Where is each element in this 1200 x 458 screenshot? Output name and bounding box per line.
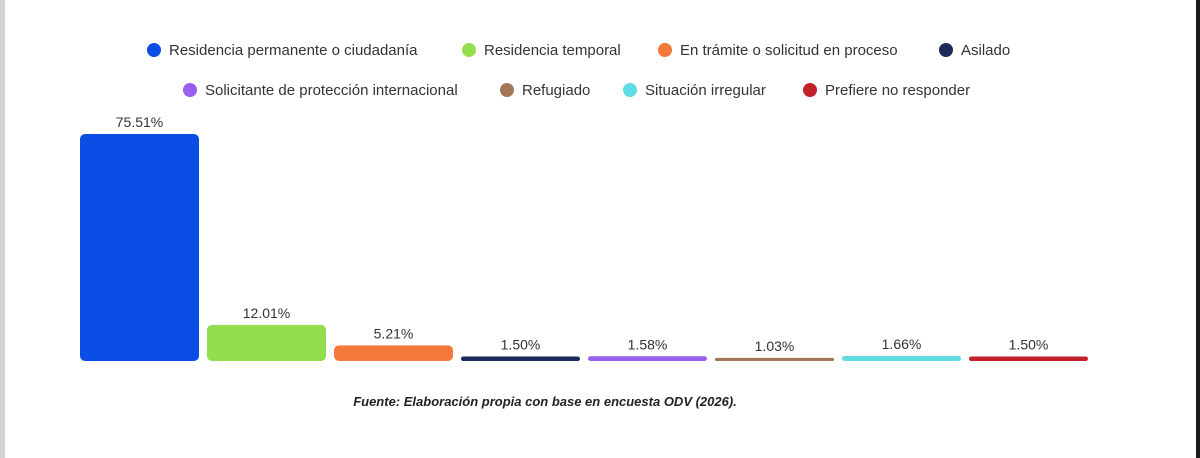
legend-swatch (939, 43, 953, 57)
legend-item: En trámite o solicitud en proceso (658, 39, 898, 61)
legend-item: Solicitante de protección internacional (183, 79, 458, 101)
legend-label: Residencia permanente o ciudadanía (169, 41, 418, 59)
legend-swatch (623, 83, 637, 97)
legend-item: Refugiado (500, 79, 590, 101)
bar-chart: 75.51% 12.01% 5.21% 1.50% 1.58% 1.03% 1.66% 1.5… (80, 114, 1088, 361)
data-label: 1.50% (501, 336, 541, 352)
data-label: 1.58% (628, 336, 668, 352)
source-note: Fuente: Elaboración propia con base en e… (353, 394, 737, 409)
bar (842, 356, 961, 361)
bar (461, 356, 580, 361)
bar (715, 357, 834, 361)
left-edge-bar (0, 0, 5, 458)
right-edge-bar (1196, 0, 1200, 458)
data-label: 1.50% (1009, 336, 1049, 352)
legend-item: Asilado (939, 39, 1010, 61)
legend-swatch (183, 83, 197, 97)
legend-label: Prefiere no responder (825, 81, 971, 99)
bar (207, 324, 326, 361)
legend-item: Residencia permanente o ciudadanía (147, 39, 418, 61)
bar (334, 345, 453, 361)
legend-swatch (147, 43, 161, 57)
legend-label: Residencia temporal (484, 41, 621, 59)
legend-label: Situación irregular (645, 81, 766, 99)
bar (969, 356, 1088, 361)
bar (80, 134, 199, 361)
legend-label: Refugiado (522, 81, 591, 99)
legend-label: Asilado (961, 41, 1011, 59)
legend-swatch (462, 43, 476, 57)
legend-item: Prefiere no responder (803, 79, 970, 101)
data-label: 1.66% (882, 336, 922, 352)
data-label: 1.03% (755, 338, 795, 354)
legend-label: Solicitante de protección internacional (205, 81, 458, 99)
chart-legend: Residencia permanente o ciudadanía Reside… (0, 0, 1200, 120)
data-label: 75.51% (116, 114, 163, 130)
legend-item: Situación irregular (623, 79, 766, 101)
legend-label: En trámite o solicitud en proceso (680, 41, 898, 59)
data-label: 5.21% (374, 325, 414, 341)
legend-item: Residencia temporal (462, 39, 621, 61)
legend-swatch (803, 83, 817, 97)
bar (588, 356, 707, 361)
legend-swatch (500, 83, 514, 97)
data-label: 12.01% (243, 305, 290, 321)
legend-swatch (658, 43, 672, 57)
